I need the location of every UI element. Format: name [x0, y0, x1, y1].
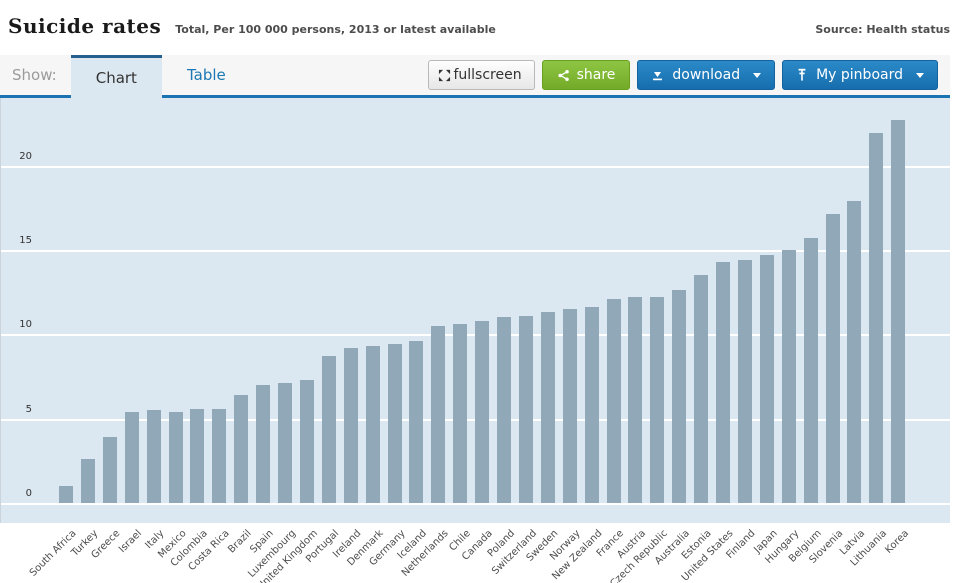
download-icon: [653, 71, 663, 80]
bar-new-zealand[interactable]: [584, 307, 599, 503]
gridline-y-0: [1, 503, 951, 505]
bar-finland[interactable]: [737, 260, 752, 503]
bar-greece[interactable]: [102, 437, 117, 503]
bar-austria[interactable]: [628, 297, 643, 503]
bar-turkey[interactable]: [80, 459, 95, 503]
bar-united-kingdom[interactable]: [299, 379, 314, 503]
bar-germany[interactable]: [387, 344, 402, 503]
download-label: download: [672, 67, 741, 83]
page-subtitle: Total, Per 100 000 persons, 2013 or late…: [175, 23, 496, 36]
bar-estonia[interactable]: [694, 275, 709, 503]
bar-iceland[interactable]: [409, 341, 424, 503]
bar-belgium[interactable]: [803, 238, 818, 503]
y-axis-tick-label: 15: [19, 234, 32, 246]
source-link[interactable]: Health status: [866, 23, 950, 36]
bar-lithuania[interactable]: [869, 133, 884, 503]
show-label: Show:: [12, 66, 57, 84]
gridline-y-20: [1, 165, 951, 168]
fullscreen-icon: [439, 69, 451, 81]
bar-canada[interactable]: [475, 320, 490, 503]
y-axis-tick-label: 5: [25, 403, 32, 415]
toolbar-underline: [0, 95, 950, 98]
pinboard-label: My pinboard: [816, 67, 903, 83]
bar-korea[interactable]: [891, 119, 906, 503]
share-button[interactable]: share: [541, 60, 631, 90]
bar-brazil[interactable]: [234, 395, 249, 503]
chart-plot-area: 0 5 10 15 20: [0, 98, 951, 523]
bar-italy[interactable]: [146, 410, 161, 503]
bar-denmark[interactable]: [365, 346, 380, 503]
page-title: Suicide rates: [8, 14, 162, 38]
download-button[interactable]: download: [637, 60, 776, 90]
bar-chile[interactable]: [453, 324, 468, 503]
share-icon: [557, 69, 569, 81]
y-axis-tick-label: 10: [19, 319, 32, 331]
bar-israel[interactable]: [124, 411, 139, 503]
share-label: share: [576, 67, 616, 83]
header: Suicide rates Total, Per 100 000 persons…: [0, 0, 950, 55]
bar-norway[interactable]: [562, 308, 577, 503]
bar-south-africa[interactable]: [59, 486, 73, 503]
tab-chart[interactable]: Chart: [70, 55, 162, 98]
y-axis-tick-label: 0: [25, 488, 32, 499]
fullscreen-button[interactable]: fullscreen: [428, 60, 535, 90]
bar-latvia[interactable]: [847, 200, 862, 503]
toolbar: Show: Chart Table fullscreen share: [0, 55, 950, 98]
bar-costa-rica[interactable]: [212, 408, 227, 503]
tab-table[interactable]: Table: [186, 66, 226, 84]
bar-australia[interactable]: [672, 290, 687, 503]
bar-hungary[interactable]: [781, 249, 796, 503]
bar-spain[interactable]: [256, 384, 271, 503]
x-axis-label: Korea: [883, 528, 911, 556]
bar-colombia[interactable]: [190, 408, 205, 503]
bar-czech-republic[interactable]: [650, 297, 665, 503]
bar-slovenia[interactable]: [825, 214, 840, 503]
bar-united-states[interactable]: [716, 261, 730, 503]
toolbar-buttons: fullscreen share download: [428, 60, 938, 90]
bar-japan[interactable]: [759, 254, 774, 503]
bar-luxembourg[interactable]: [278, 383, 292, 503]
bar-poland[interactable]: [497, 317, 511, 503]
bar-ireland[interactable]: [343, 347, 358, 503]
pinboard-button[interactable]: My pinboard: [782, 60, 938, 90]
bar-switzerland[interactable]: [518, 315, 533, 503]
source-label: Source:: [815, 23, 863, 36]
caret-down-icon: [916, 72, 924, 78]
bar-portugal[interactable]: [321, 356, 336, 503]
bar-mexico[interactable]: [168, 411, 183, 503]
y-axis-tick-label: 20: [19, 150, 32, 162]
fullscreen-label: fullscreen: [453, 67, 522, 83]
source-text: Source: Health status: [815, 23, 950, 36]
gridline-y-15: [1, 249, 951, 252]
bar-sweden[interactable]: [540, 312, 555, 503]
caret-down-icon: [753, 72, 762, 78]
bar-france[interactable]: [606, 298, 621, 503]
x-axis-label: Israel: [117, 528, 145, 556]
x-axis-label: Brazil: [226, 528, 254, 556]
view-tabs: Show: Chart Table: [0, 55, 251, 98]
pin-icon: [798, 68, 806, 81]
x-axis-labels: South Africa Turkey Greece Israel Italy Mexic…: [0, 523, 950, 583]
bar-netherlands[interactable]: [431, 325, 446, 503]
